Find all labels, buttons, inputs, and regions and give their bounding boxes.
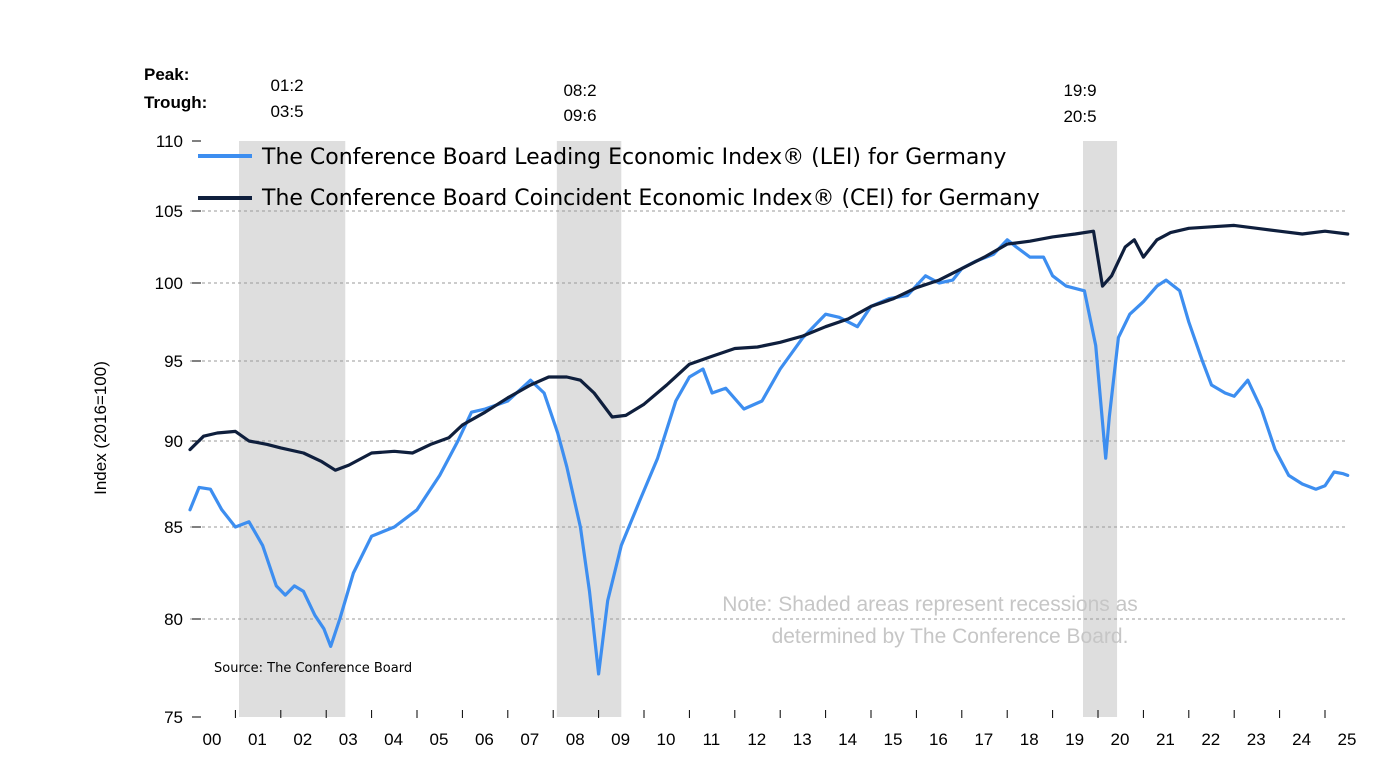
- series-lines: [188, 223, 1350, 676]
- source-label: Source: The Conference Board: [214, 661, 412, 676]
- x-tick-label-02: 02: [293, 730, 312, 749]
- x-tick-label-11: 11: [703, 730, 721, 749]
- series-cei-line: [188, 223, 1350, 472]
- recession-2-trough-label: 09:6: [563, 106, 596, 125]
- x-tick-label-05: 05: [430, 730, 449, 749]
- recession-bands: [239, 141, 1118, 717]
- x-tick-label-12: 12: [747, 730, 766, 749]
- x-tick-label-16: 16: [929, 730, 948, 749]
- x-tick-label-17: 17: [974, 730, 993, 749]
- y-tick-label-100: 100: [155, 274, 183, 293]
- recession-band-2: [556, 141, 622, 717]
- axes: 75 80 85 90 95 100 105 110 00 01 02 03 04 05 06 07 08 09 1…: [155, 132, 1357, 749]
- y-tick-label-85: 85: [164, 518, 183, 537]
- y-tick-label-110: 110: [156, 132, 183, 151]
- recession-1-trough-label: 03:5: [270, 102, 303, 121]
- legend-lei-label: The Conference Board Leading Economic In…: [261, 145, 1006, 170]
- recession-band-3: [1083, 141, 1118, 717]
- trough-header: Trough:: [144, 93, 207, 112]
- x-tick-label-04: 04: [384, 730, 403, 749]
- y-tick-label-105: 105: [155, 202, 183, 221]
- x-tick-label-06: 06: [475, 730, 494, 749]
- x-tick-label-09: 09: [611, 730, 630, 749]
- x-tick-label-10: 10: [657, 730, 676, 749]
- y-tick-label-80: 80: [164, 610, 183, 629]
- x-tick-label-14: 14: [838, 730, 857, 749]
- x-tick-label-23: 23: [1247, 730, 1266, 749]
- recession-band-1: [239, 141, 346, 717]
- x-tick-label-21: 21: [1156, 730, 1175, 749]
- x-tick-label-25: 25: [1338, 730, 1357, 749]
- legend-cei-label: The Conference Board Coincident Economic…: [261, 186, 1040, 211]
- x-tick-label-18: 18: [1020, 730, 1039, 749]
- x-tick-label-20: 20: [1111, 730, 1130, 749]
- y-tick-label-90: 90: [164, 432, 183, 451]
- recession-2-peak-label: 08:2: [563, 81, 596, 100]
- x-tick-label-07: 07: [520, 730, 539, 749]
- note-line-1: Note: Shaded areas represent recessions …: [722, 593, 1138, 616]
- x-tick-label-01: 01: [248, 730, 267, 749]
- x-tick-label-03: 03: [339, 730, 358, 749]
- x-tick-label-00: 00: [203, 730, 222, 749]
- legend: The Conference Board Leading Economic In…: [198, 145, 1040, 211]
- recession-3-trough-label: 20:5: [1063, 107, 1096, 126]
- x-tick-label-24: 24: [1292, 730, 1311, 749]
- recession-1-peak-label: 01:2: [270, 76, 303, 95]
- x-tick-label-15: 15: [884, 730, 903, 749]
- x-tick-label-08: 08: [566, 730, 585, 749]
- y-axis-label: Index (2016=100): [91, 361, 110, 495]
- peak-header: Peak:: [144, 65, 189, 84]
- y-tick-label-75: 75: [164, 708, 183, 727]
- note-line-2: determined by The Conference Board.: [772, 625, 1129, 648]
- x-tick-label-22: 22: [1201, 730, 1220, 749]
- recession-3-peak-label: 19:9: [1063, 81, 1096, 100]
- x-tick-label-13: 13: [793, 730, 812, 749]
- gridlines: [190, 210, 1348, 620]
- x-tick-label-19: 19: [1065, 730, 1084, 749]
- y-tick-label-95: 95: [164, 352, 183, 371]
